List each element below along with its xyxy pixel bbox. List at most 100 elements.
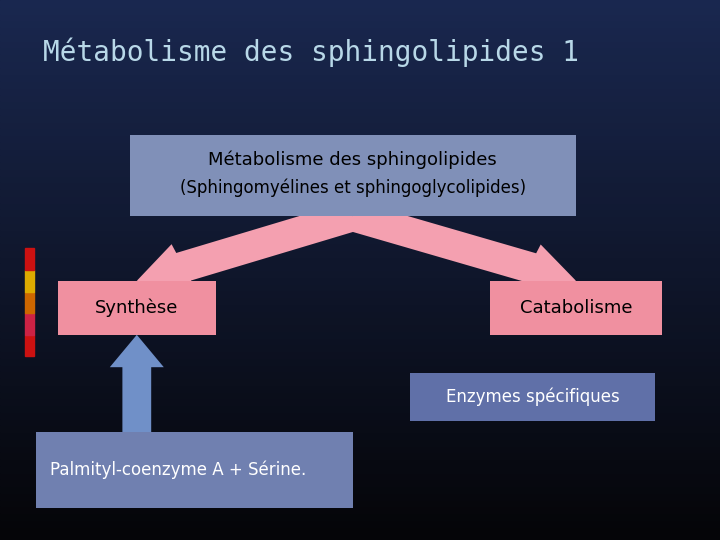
- Bar: [0, 33, 720, 40]
- Text: Enzymes spécifiques: Enzymes spécifiques: [446, 388, 620, 406]
- Bar: [0, 492, 720, 500]
- Bar: [0, 195, 720, 202]
- Bar: [0, 472, 720, 480]
- Bar: [0, 438, 720, 445]
- Bar: [0, 202, 720, 209]
- Bar: [0, 162, 720, 168]
- Bar: [0, 27, 720, 33]
- Bar: [0, 351, 720, 357]
- Bar: [0, 222, 720, 230]
- Text: Métabolisme des sphingolipides: Métabolisme des sphingolipides: [208, 150, 498, 168]
- Bar: [0, 459, 720, 465]
- Bar: [0, 122, 720, 128]
- Bar: [0, 14, 720, 20]
- Bar: [0, 507, 720, 513]
- Bar: [0, 384, 720, 391]
- Text: Synthèse: Synthèse: [95, 299, 179, 317]
- Bar: [0, 480, 720, 486]
- Bar: [0, 276, 720, 284]
- Bar: [0, 249, 720, 256]
- Bar: [0, 378, 720, 384]
- Bar: [0, 243, 720, 249]
- Bar: [0, 338, 720, 345]
- Bar: [0, 176, 720, 183]
- Bar: [0, 81, 720, 87]
- Bar: [0, 108, 720, 115]
- Bar: [0, 534, 720, 540]
- Bar: [0, 216, 720, 222]
- Bar: [0, 189, 720, 195]
- Bar: [0, 230, 720, 237]
- Bar: [0, 68, 720, 74]
- Bar: [0, 209, 720, 216]
- Text: Catabolisme: Catabolisme: [520, 299, 632, 317]
- Bar: [0, 6, 720, 14]
- FancyBboxPatch shape: [130, 135, 576, 216]
- Text: Métabolisme des sphingolipides 1: Métabolisme des sphingolipides 1: [43, 38, 579, 68]
- Bar: [0, 291, 720, 297]
- Bar: [0, 465, 720, 472]
- Bar: [0, 345, 720, 351]
- Bar: [0, 40, 720, 47]
- FancyBboxPatch shape: [410, 373, 655, 421]
- Bar: [0, 446, 720, 453]
- Bar: [0, 330, 720, 338]
- Bar: [0, 115, 720, 122]
- Bar: [0, 526, 720, 534]
- Bar: [0, 128, 720, 135]
- Bar: [0, 20, 720, 27]
- Bar: [0, 87, 720, 94]
- Bar: [25, 313, 34, 335]
- Bar: [0, 47, 720, 54]
- Text: (Sphingomyélines et sphingoglycolipides): (Sphingomyélines et sphingoglycolipides): [180, 178, 526, 197]
- Bar: [0, 54, 720, 60]
- Bar: [0, 418, 720, 426]
- Bar: [0, 74, 720, 81]
- Bar: [0, 135, 720, 141]
- Polygon shape: [109, 335, 164, 432]
- Bar: [0, 303, 720, 310]
- Bar: [0, 0, 720, 6]
- Bar: [0, 148, 720, 156]
- Bar: [0, 141, 720, 149]
- Bar: [0, 357, 720, 364]
- Bar: [0, 519, 720, 526]
- Bar: [0, 297, 720, 303]
- Bar: [0, 426, 720, 432]
- Bar: [0, 392, 720, 399]
- Bar: [0, 317, 720, 324]
- Bar: [0, 411, 720, 418]
- Bar: [0, 310, 720, 317]
- Bar: [0, 399, 720, 405]
- Bar: [0, 453, 720, 459]
- Bar: [0, 102, 720, 108]
- Bar: [0, 168, 720, 176]
- Bar: [0, 432, 720, 438]
- FancyBboxPatch shape: [490, 281, 662, 335]
- Bar: [25, 270, 34, 292]
- Bar: [0, 405, 720, 411]
- Bar: [0, 270, 720, 276]
- Bar: [0, 256, 720, 263]
- Text: Palmityl-coenzyme A + Sérine.: Palmityl-coenzyme A + Sérine.: [50, 461, 307, 479]
- Bar: [0, 500, 720, 507]
- Polygon shape: [137, 202, 360, 289]
- Bar: [0, 513, 720, 519]
- FancyBboxPatch shape: [36, 432, 353, 508]
- Polygon shape: [346, 202, 576, 290]
- Bar: [25, 292, 34, 313]
- Bar: [0, 237, 720, 243]
- Bar: [25, 335, 34, 356]
- FancyBboxPatch shape: [58, 281, 216, 335]
- Bar: [0, 263, 720, 270]
- Bar: [0, 284, 720, 291]
- Bar: [0, 324, 720, 330]
- Bar: [0, 364, 720, 372]
- Bar: [0, 183, 720, 189]
- Bar: [0, 372, 720, 378]
- Bar: [25, 248, 34, 270]
- Bar: [0, 60, 720, 68]
- Bar: [0, 486, 720, 492]
- Bar: [0, 156, 720, 162]
- Bar: [0, 94, 720, 102]
